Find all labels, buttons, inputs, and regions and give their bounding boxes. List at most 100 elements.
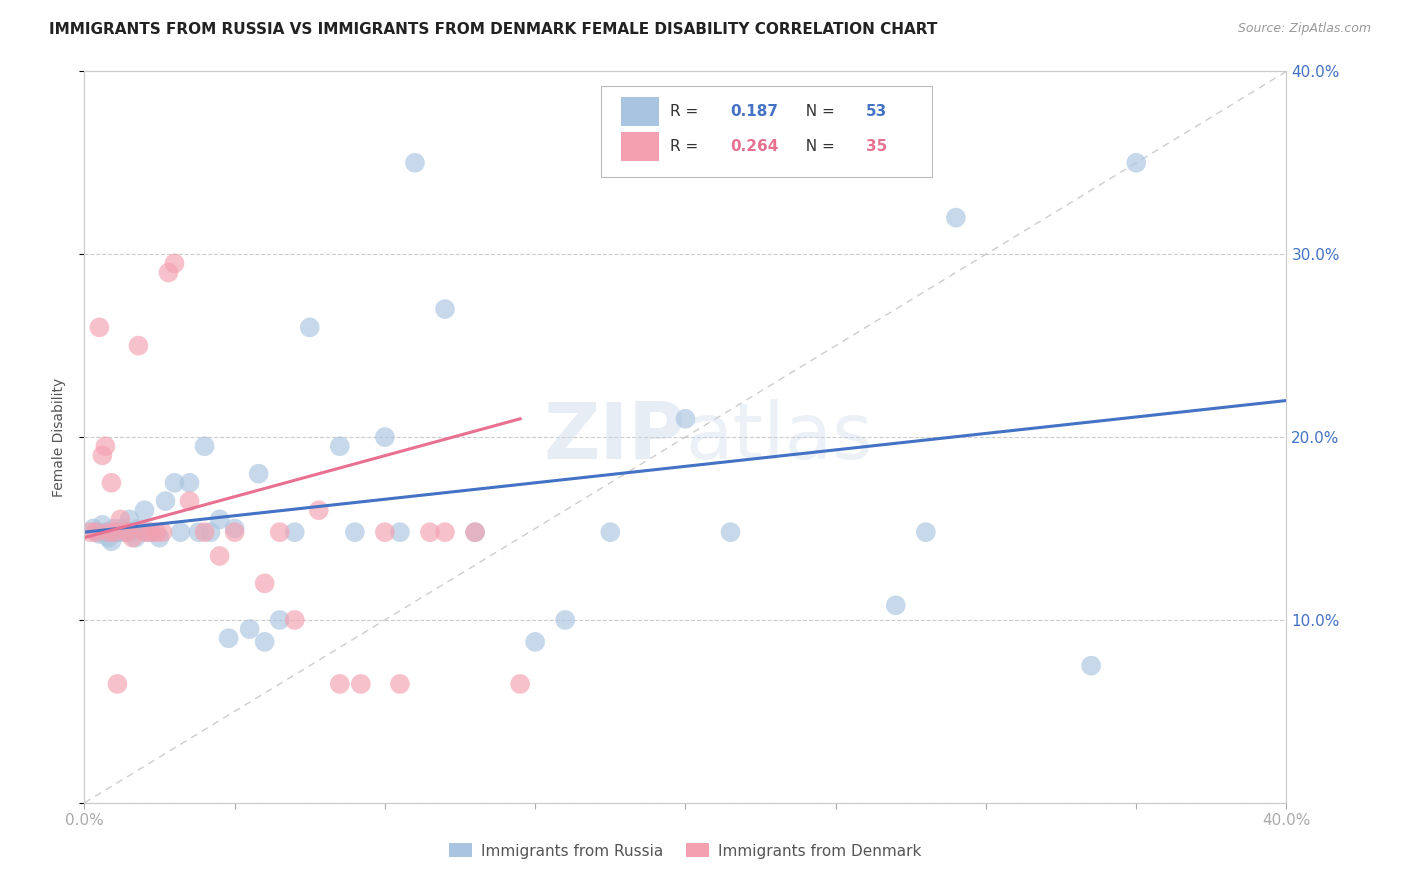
Point [298,320,321,334]
Point [247,467,270,481]
Point [464,525,486,540]
Point [224,525,246,540]
Point [179,475,201,490]
Point [82,521,104,535]
Point [121,531,143,545]
FancyBboxPatch shape [620,97,659,127]
Point [110,525,132,540]
Point [419,525,441,540]
Point [464,525,486,540]
Point [269,525,291,540]
Point [720,525,742,540]
Point [350,677,373,691]
Point [91,517,114,532]
Point [97,525,120,540]
Point [115,525,138,540]
Point [148,531,170,545]
Point [915,525,938,540]
Point [224,521,246,535]
Point [524,635,547,649]
Point [599,525,621,540]
Text: 53: 53 [866,104,887,120]
Point [107,525,129,540]
Point [404,156,426,170]
Point [86,525,108,540]
Point [200,525,222,540]
Point [121,525,143,540]
Point [208,512,231,526]
Point [374,525,396,540]
FancyBboxPatch shape [620,132,659,161]
Point [91,449,114,463]
Point [308,503,330,517]
Point [94,525,117,540]
Point [155,494,177,508]
Point [884,599,907,613]
Point [107,677,129,691]
Point [139,525,162,540]
Point [675,412,697,426]
Text: N =: N = [796,139,835,154]
Point [343,525,366,540]
Point [134,525,156,540]
Text: 0.187: 0.187 [730,104,778,120]
Point [169,525,191,540]
Point [945,211,967,225]
Point [554,613,576,627]
Point [208,549,231,563]
Point [157,266,180,280]
Point [127,338,149,352]
Text: atlas: atlas [686,399,873,475]
Point [163,475,186,490]
Point [284,525,307,540]
Point [253,635,276,649]
Point [1080,658,1102,673]
Point [110,512,132,526]
FancyBboxPatch shape [602,86,932,178]
Point [329,677,352,691]
Point [434,301,457,317]
Text: R =: R = [669,104,707,120]
Point [284,613,307,627]
Point [509,677,531,691]
Point [1125,156,1147,170]
Point [239,622,262,636]
Point [187,525,209,540]
Point [112,521,135,535]
Point [134,503,156,517]
Point [163,256,186,270]
Point [434,525,457,540]
Point [388,525,411,540]
Point [145,525,167,540]
Point [127,521,149,535]
Point [94,439,117,453]
Point [118,512,141,526]
Point [388,677,411,691]
Point [374,430,396,444]
Text: R =: R = [669,139,707,154]
Point [115,525,138,540]
Point [103,525,125,540]
Point [89,527,111,541]
Legend: Immigrants from Russia, Immigrants from Denmark: Immigrants from Russia, Immigrants from … [443,838,928,864]
Text: 35: 35 [866,139,887,154]
Point [329,439,352,453]
Point [218,632,240,646]
Point [79,525,101,540]
Point [136,525,159,540]
Point [139,525,162,540]
Point [253,576,276,591]
Point [194,525,217,540]
Point [97,531,120,545]
Point [103,521,125,535]
Point [124,531,146,545]
Point [269,613,291,627]
Text: N =: N = [796,104,835,120]
Point [89,320,111,334]
Text: ZIP: ZIP [543,399,686,475]
Text: IMMIGRANTS FROM RUSSIA VS IMMIGRANTS FROM DENMARK FEMALE DISABILITY CORRELATION : IMMIGRANTS FROM RUSSIA VS IMMIGRANTS FRO… [49,22,938,37]
Point [179,494,201,508]
Text: Source: ZipAtlas.com: Source: ZipAtlas.com [1237,22,1371,36]
Text: 0.264: 0.264 [730,139,779,154]
Point [86,525,108,540]
